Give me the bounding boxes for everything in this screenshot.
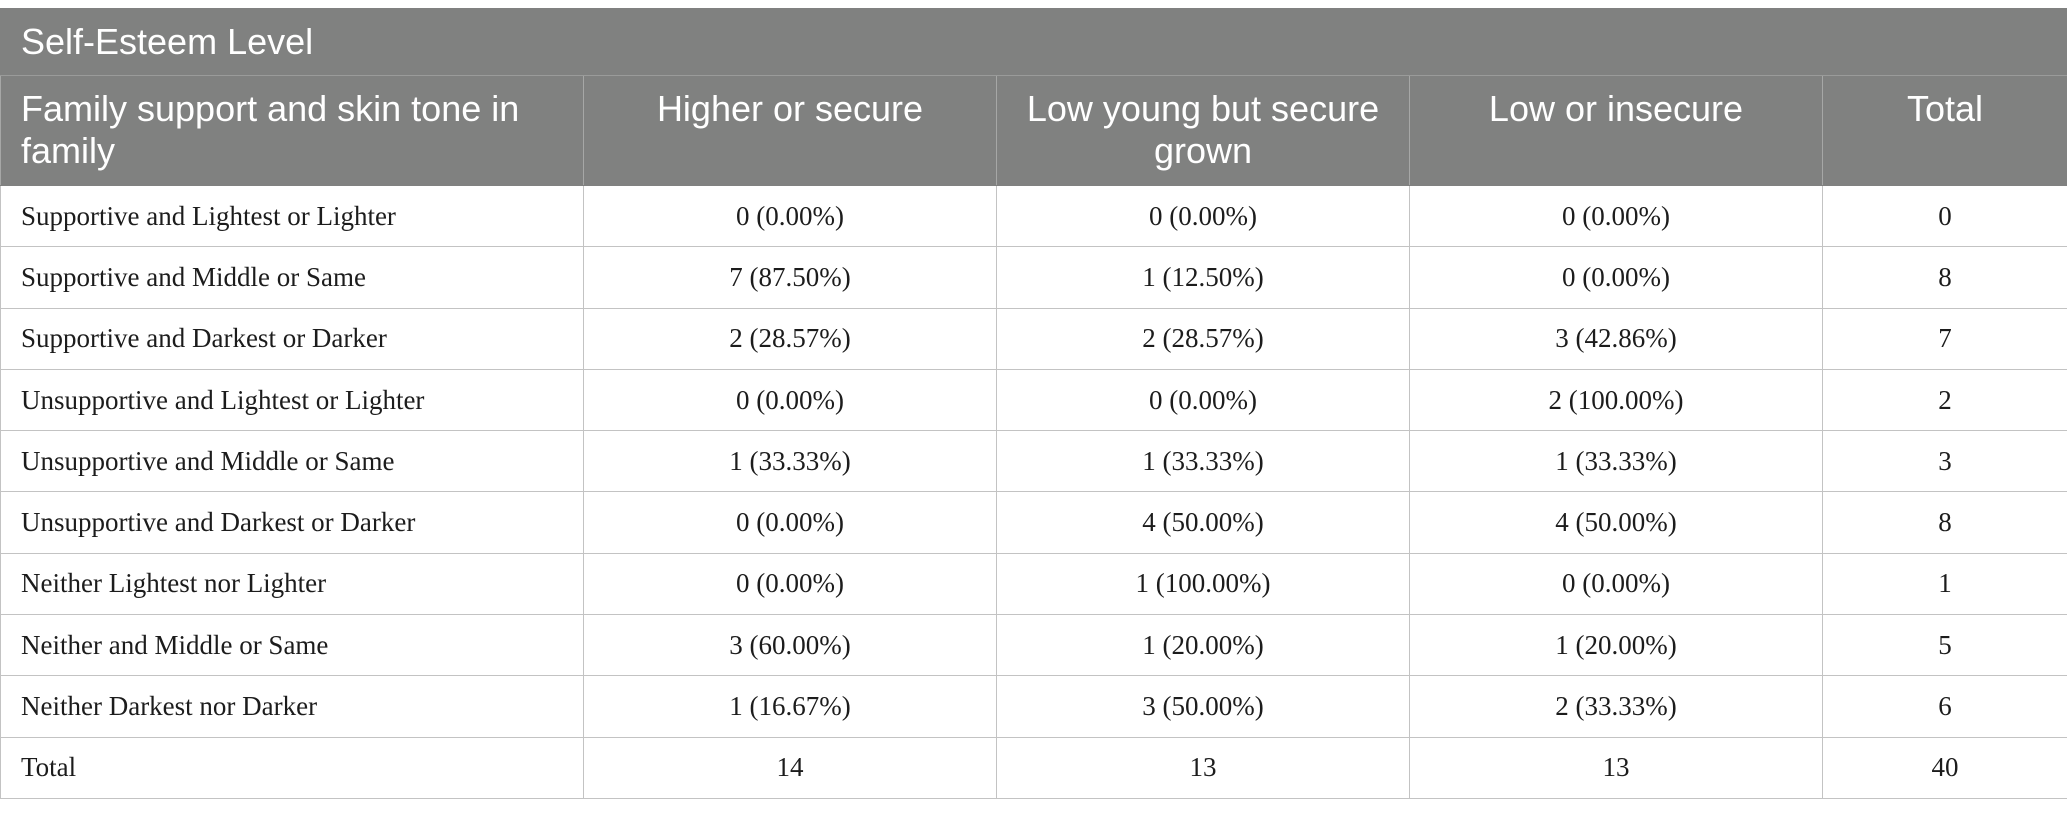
- row-label: Supportive and Lightest or Lighter: [0, 184, 584, 248]
- table-body: Supportive and Lightest or Lighter 0 (0.…: [0, 184, 2067, 799]
- cell-low-young-secure-grown: 1 (12.50%): [996, 246, 1410, 309]
- row-label: Supportive and Darkest or Darker: [0, 307, 584, 370]
- table-row: Neither and Middle or Same 3 (60.00%) 1 …: [0, 614, 2067, 677]
- row-label: Neither Lightest nor Lighter: [0, 552, 584, 616]
- table-caption: Self-Esteem Level: [0, 8, 2067, 76]
- cell-low-or-insecure: 2 (100.00%): [1409, 368, 1823, 432]
- cell-total: 2: [1821, 368, 2067, 432]
- cell-higher-or-secure: 0 (0.00%): [583, 184, 997, 248]
- column-header-low-or-insecure: Low or insecure: [1409, 75, 1823, 186]
- cell-low-young-secure-grown: 2 (28.57%): [996, 307, 1410, 370]
- cell-low-or-insecure: 2 (33.33%): [1409, 675, 1823, 738]
- table-row: Supportive and Darkest or Darker 2 (28.5…: [0, 307, 2067, 370]
- cell-higher-or-secure: 14: [583, 736, 997, 799]
- cell-low-or-insecure: 13: [1409, 736, 1823, 799]
- row-label: Total: [0, 736, 584, 799]
- table-row-total: Total 14 13 13 40: [0, 736, 2067, 799]
- cell-low-or-insecure: 0 (0.00%): [1409, 552, 1823, 616]
- table-row: Neither Darkest nor Darker 1 (16.67%) 3 …: [0, 675, 2067, 738]
- cell-low-young-secure-grown: 0 (0.00%): [996, 368, 1410, 432]
- cell-total: 8: [1821, 491, 2067, 554]
- table-row: Unsupportive and Middle or Same 1 (33.33…: [0, 430, 2067, 493]
- cell-higher-or-secure: 0 (0.00%): [583, 368, 997, 432]
- cell-total: 8: [1821, 246, 2067, 309]
- row-label: Neither Darkest nor Darker: [0, 675, 584, 738]
- cell-higher-or-secure: 1 (16.67%): [583, 675, 997, 738]
- cell-higher-or-secure: 7 (87.50%): [583, 246, 997, 309]
- self-esteem-table: Self-Esteem Level Family support and ski…: [0, 8, 2067, 799]
- row-label: Supportive and Middle or Same: [0, 246, 584, 309]
- row-label: Unsupportive and Middle or Same: [0, 430, 584, 493]
- cell-low-young-secure-grown: 3 (50.00%): [996, 675, 1410, 738]
- table-row: Supportive and Middle or Same 7 (87.50%)…: [0, 246, 2067, 309]
- cell-low-or-insecure: 0 (0.00%): [1409, 184, 1823, 248]
- table-container: Self-Esteem Level Family support and ski…: [0, 8, 2067, 799]
- cell-low-or-insecure: 4 (50.00%): [1409, 491, 1823, 554]
- column-header-family-support: Family support and skin tone in family: [0, 75, 584, 186]
- cell-total: 0: [1821, 184, 2067, 248]
- table-row: Unsupportive and Lightest or Lighter 0 (…: [0, 368, 2067, 432]
- table-row: Supportive and Lightest or Lighter 0 (0.…: [0, 184, 2067, 248]
- cell-low-or-insecure: 1 (20.00%): [1409, 614, 1823, 677]
- cell-higher-or-secure: 0 (0.00%): [583, 552, 997, 616]
- column-header-low-young-secure-grown: Low young but secure grown: [996, 75, 1410, 186]
- cell-low-young-secure-grown: 1 (33.33%): [996, 430, 1410, 493]
- table-row: Unsupportive and Darkest or Darker 0 (0.…: [0, 491, 2067, 554]
- table-caption-row: Self-Esteem Level: [0, 8, 2067, 76]
- cell-low-young-secure-grown: 1 (20.00%): [996, 614, 1410, 677]
- cell-low-young-secure-grown: 4 (50.00%): [996, 491, 1410, 554]
- cell-higher-or-secure: 0 (0.00%): [583, 491, 997, 554]
- cell-total: 40: [1821, 736, 2067, 799]
- cell-low-or-insecure: 0 (0.00%): [1409, 246, 1823, 309]
- cell-higher-or-secure: 2 (28.57%): [583, 307, 997, 370]
- cell-low-young-secure-grown: 13: [996, 736, 1410, 799]
- cell-total: 7: [1821, 307, 2067, 370]
- cell-higher-or-secure: 3 (60.00%): [583, 614, 997, 677]
- table-header-row: Family support and skin tone in family H…: [0, 75, 2067, 186]
- cell-total: 1: [1821, 552, 2067, 616]
- cell-higher-or-secure: 1 (33.33%): [583, 430, 997, 493]
- cell-total: 3: [1821, 430, 2067, 493]
- row-label: Unsupportive and Lightest or Lighter: [0, 368, 584, 432]
- cell-total: 5: [1821, 614, 2067, 677]
- table-row: Neither Lightest nor Lighter 0 (0.00%) 1…: [0, 552, 2067, 616]
- cell-low-young-secure-grown: 1 (100.00%): [996, 552, 1410, 616]
- cell-total: 6: [1821, 675, 2067, 738]
- cell-low-or-insecure: 3 (42.86%): [1409, 307, 1823, 370]
- row-label: Neither and Middle or Same: [0, 614, 584, 677]
- column-header-higher-or-secure: Higher or secure: [583, 75, 997, 186]
- cell-low-young-secure-grown: 0 (0.00%): [996, 184, 1410, 248]
- cell-low-or-insecure: 1 (33.33%): [1409, 430, 1823, 493]
- row-label: Unsupportive and Darkest or Darker: [0, 491, 584, 554]
- column-header-total: Total: [1821, 75, 2067, 186]
